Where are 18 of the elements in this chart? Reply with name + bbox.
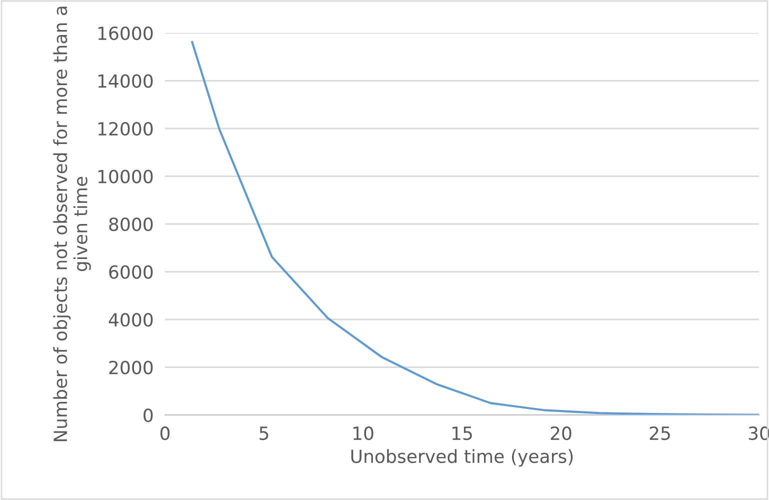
y-tick-label: 16000 <box>98 26 153 40</box>
y-tick-label: 0 <box>144 408 153 422</box>
x-tick-label: 20 <box>550 426 572 440</box>
x-tick-label: 0 <box>160 426 170 440</box>
y-tick-label: 14000 <box>98 74 153 88</box>
line-series <box>191 41 759 415</box>
y-tick-label: 4000 <box>108 312 153 327</box>
y-axis-title: Number of objects not observed for more than a given time <box>53 6 91 442</box>
x-tick-label: 15 <box>452 426 472 440</box>
y-tick-label: 6000 <box>109 265 153 279</box>
y-tick-label: 2000 <box>109 360 153 374</box>
x-tick-label: 5 <box>260 426 268 440</box>
y-tick-label: 8000 <box>109 217 153 232</box>
x-tick-label: 10 <box>353 426 374 440</box>
y-tick-label: 12000 <box>98 122 153 136</box>
x-axis-title: Unobserved time (years) <box>351 449 573 467</box>
x-tick-label: 25 <box>650 426 670 440</box>
y-tick-label: 10000 <box>98 170 153 184</box>
